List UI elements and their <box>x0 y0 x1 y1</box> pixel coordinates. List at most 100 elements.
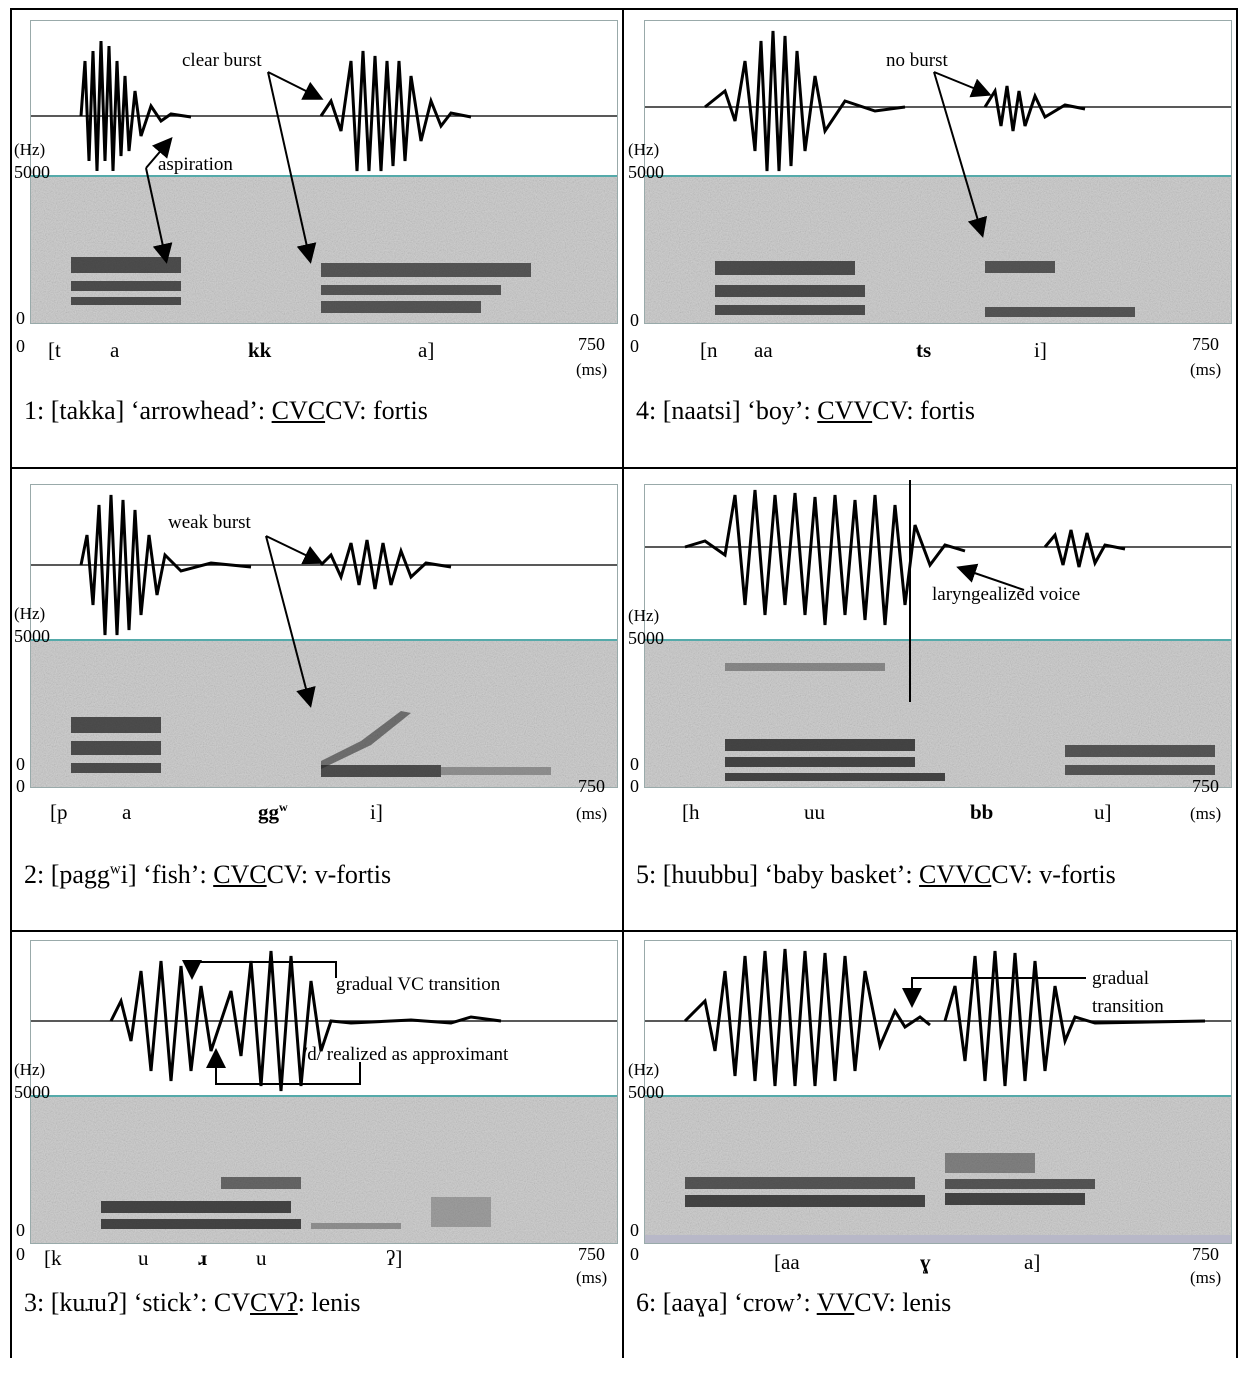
caption-underlined: CVC <box>271 396 326 425</box>
hz-unit-label: (Hz) <box>14 140 46 159</box>
panel-6-caption: 6: [aaɣa] ‘crow’: VVCV: lenis <box>636 1288 951 1318</box>
segment-label: ggw <box>258 800 288 824</box>
time-unit-label: (ms) <box>576 360 608 379</box>
table-row-divider-1 <box>10 467 1238 469</box>
segment-label: a <box>122 800 132 824</box>
caption-underlined: CVʔ <box>250 1288 298 1317</box>
caption-suffix: CV: fortis <box>872 396 975 425</box>
caption-underlined: CVVC <box>919 860 992 889</box>
hz-unit-label: (Hz) <box>14 604 46 623</box>
time-start-label: 0 <box>630 1244 639 1264</box>
panel-5-caption: 5: [huubbu] ‘baby basket’: CVVCCV: v-for… <box>636 860 1116 890</box>
panel-2: (Hz) 5000 0 0 750 (ms) [p a ggw i] weak … <box>10 470 622 930</box>
segment-label: ɣ <box>920 1250 931 1274</box>
panel-3-spectrogram <box>31 1097 617 1243</box>
panel-1-caption: 1: [takka] ‘arrowhead’: CVCCV: fortis <box>24 396 428 426</box>
caption-prefix: 5: [huubbu] ‘baby basket’: <box>636 860 920 889</box>
caption-suffix: CV: v-fortis <box>991 860 1116 889</box>
panel-5-plot <box>644 484 1232 788</box>
segment-label: ʔ] <box>386 1246 403 1270</box>
caption-underlined: CVC <box>213 860 267 889</box>
caption-prefix: 6: [aaɣa] ‘crow’: <box>636 1288 817 1317</box>
freq-max-label: 5000 <box>14 162 50 182</box>
segment-label: a] <box>418 338 435 362</box>
caption-superscript: w <box>109 861 121 878</box>
time-start-label: 0 <box>16 336 25 356</box>
annotation-no-burst: no burst <box>886 50 948 71</box>
freq-zero-label: 0 <box>16 1220 25 1240</box>
table-border-left <box>10 8 12 1358</box>
segment-label: a] <box>1024 1250 1041 1274</box>
panel-2-plot <box>30 484 618 788</box>
caption-suffix: : lenis <box>297 1288 361 1317</box>
time-start-label: 0 <box>16 776 25 796</box>
caption-prefix: 2: [pagg <box>24 860 110 889</box>
table-border-right <box>1236 8 1238 1358</box>
segment-label: ts <box>916 338 932 362</box>
panel-3-plot <box>30 940 618 1244</box>
segment-label: a <box>110 338 120 362</box>
annotation-gradual-vc-transition: gradual VC transition <box>336 974 501 995</box>
segment-label: [aa <box>774 1250 800 1274</box>
caption-prefix: 3: [kuɹuʔ] ‘stick’: CV <box>24 1288 251 1317</box>
panel-4-spectrogram <box>645 177 1231 323</box>
caption-suffix: CV: v-fortis <box>266 860 392 889</box>
caption-underlined: VV <box>816 1288 855 1317</box>
table-border-top <box>10 8 1238 10</box>
time-end-label: 750 <box>1192 1244 1219 1264</box>
caption-suffix: CV: lenis <box>854 1288 952 1317</box>
panel-2-caption: 2: [paggwi] ‘fish’: CVCCV: v-fortis <box>24 860 391 890</box>
annotation-clear-burst: clear burst <box>182 50 262 71</box>
freq-max-label: 5000 <box>628 628 664 648</box>
segment-label: [p <box>50 800 68 824</box>
time-start-label: 0 <box>16 1244 25 1264</box>
freq-zero-label: 0 <box>16 754 25 774</box>
caption-underlined: CVV <box>817 396 873 425</box>
segment-label: i] <box>370 800 383 824</box>
annotation-aspiration: aspiration <box>158 154 233 175</box>
annotation-gradual: gradual <box>1092 968 1149 989</box>
time-unit-label: (ms) <box>576 804 608 823</box>
panel-3: (Hz) 5000 0 0 750 (ms) [k u ɹ u ʔ] gradu… <box>10 934 622 1394</box>
freq-max-label: 5000 <box>14 626 50 646</box>
segment-label: bb <box>970 800 994 824</box>
time-unit-label: (ms) <box>1190 804 1222 823</box>
panel-1-waveform <box>31 21 617 177</box>
freq-max-label: 5000 <box>628 1082 664 1102</box>
panel-4-waveform <box>645 21 1231 177</box>
panel-5: (Hz) 5000 0 0 750 (ms) [h uu bb u] laryn… <box>624 470 1236 930</box>
segment-label: i] <box>1034 338 1047 362</box>
freq-zero-label: 0 <box>630 310 639 330</box>
annotation-transition: transition <box>1092 996 1164 1017</box>
panel-5-waveform <box>645 485 1231 641</box>
panel-1: (Hz) 5000 0 0 750 (ms) [t a kk a] clear … <box>10 8 622 468</box>
table-row-divider-2 <box>10 930 1238 932</box>
segment-label: [k <box>44 1246 62 1270</box>
segment-label: u] <box>1094 800 1112 824</box>
panel-3-caption: 3: [kuɹuʔ] ‘stick’: CVCVʔ: lenis <box>24 1288 361 1318</box>
annotation-laryngealized-voice: laryngealized voice <box>932 584 1081 605</box>
segment-label: u <box>138 1246 149 1270</box>
caption-prefix: 1: [takka] ‘arrowhead’: <box>24 396 272 425</box>
panel-6: (Hz) 5000 0 0 750 (ms) [aa ɣ a] gradual … <box>624 934 1236 1394</box>
panel-2-spectrogram <box>31 641 617 787</box>
segment-label: [n <box>700 338 718 362</box>
time-end-label: 750 <box>578 776 605 796</box>
segment-label: u <box>256 1246 267 1270</box>
hz-unit-label: (Hz) <box>628 140 660 159</box>
annotation-weak-burst: weak burst <box>168 512 251 533</box>
segment-label: aa <box>754 338 773 362</box>
caption-mid: i] ‘fish’: <box>120 860 214 889</box>
panel-6-spectrogram <box>645 1097 1231 1243</box>
segment-label: [h <box>682 800 700 824</box>
panel-1-waveform-svg <box>31 40 617 172</box>
panel-3-waveform <box>31 941 617 1097</box>
freq-max-label: 5000 <box>14 1082 50 1102</box>
time-end-label: 750 <box>1192 334 1219 354</box>
time-start-label: 0 <box>630 336 639 356</box>
time-unit-label: (ms) <box>576 1268 608 1287</box>
freq-zero-label: 0 <box>630 754 639 774</box>
segment-label: ɹ <box>198 1246 208 1270</box>
segment-label: uu <box>804 800 825 824</box>
time-end-label: 750 <box>578 334 605 354</box>
